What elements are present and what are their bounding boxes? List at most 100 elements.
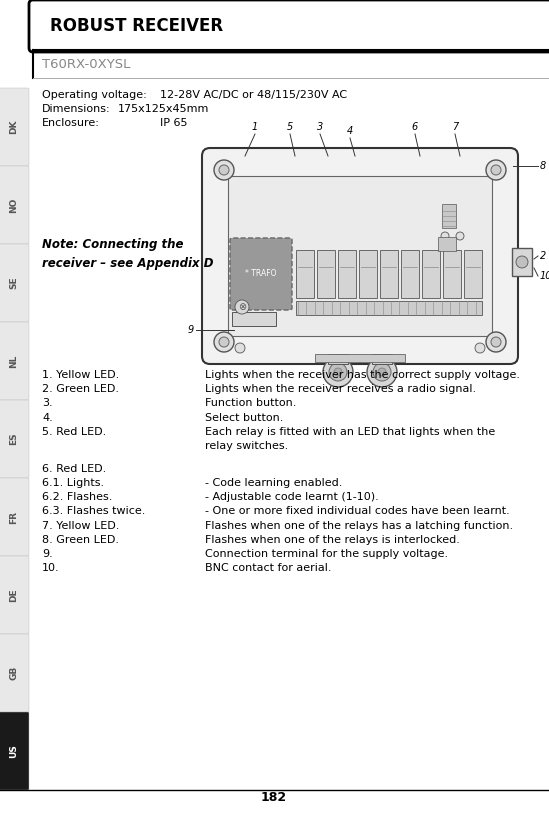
Text: 6.3. Flashes twice.: 6.3. Flashes twice.: [42, 506, 145, 516]
Text: 6: 6: [412, 122, 418, 132]
Text: 4: 4: [347, 126, 353, 136]
Text: - Code learning enabled.: - Code learning enabled.: [205, 478, 343, 488]
Text: 5. Red LED.: 5. Red LED.: [42, 427, 107, 437]
Bar: [338, 250, 356, 298]
Text: * TRAFO: * TRAFO: [245, 269, 277, 278]
Circle shape: [235, 300, 249, 314]
Circle shape: [329, 363, 347, 381]
Circle shape: [214, 332, 234, 352]
Text: 10.: 10.: [42, 563, 60, 573]
Text: Connection terminal for the supply voltage.: Connection terminal for the supply volta…: [205, 549, 448, 559]
Circle shape: [491, 165, 501, 175]
Text: Operating voltage:: Operating voltage:: [42, 90, 147, 100]
Circle shape: [323, 357, 353, 387]
Text: BNC contact for aerial.: BNC contact for aerial.: [205, 563, 332, 573]
FancyBboxPatch shape: [0, 478, 29, 556]
FancyBboxPatch shape: [230, 238, 292, 310]
FancyBboxPatch shape: [0, 88, 29, 166]
Circle shape: [456, 232, 464, 240]
Bar: [438, 237, 456, 251]
Text: Dimensions:: Dimensions:: [42, 104, 111, 114]
Circle shape: [491, 337, 501, 347]
Text: T60RX-0XYSL: T60RX-0XYSL: [42, 57, 130, 70]
FancyBboxPatch shape: [0, 166, 29, 244]
Bar: [464, 250, 482, 298]
Text: ROBUST RECEIVER: ROBUST RECEIVER: [50, 17, 223, 35]
Circle shape: [486, 160, 506, 180]
Bar: [232, 312, 276, 326]
Bar: [328, 354, 348, 364]
Circle shape: [475, 343, 485, 353]
Text: Function button.: Function button.: [205, 398, 296, 408]
Text: - Adjustable code learnt (1-10).: - Adjustable code learnt (1-10).: [205, 492, 379, 502]
Text: NL: NL: [9, 354, 19, 367]
Text: 3: 3: [317, 122, 323, 132]
Text: 6. Red LED.: 6. Red LED.: [42, 464, 107, 474]
Bar: [296, 301, 482, 315]
Bar: [296, 250, 314, 298]
Text: 6.1. Lights.: 6.1. Lights.: [42, 478, 104, 488]
Text: 12-28V AC/DC or 48/115/230V AC: 12-28V AC/DC or 48/115/230V AC: [160, 90, 347, 100]
Circle shape: [235, 343, 245, 353]
Circle shape: [441, 232, 449, 240]
Bar: [442, 204, 456, 228]
Text: IP 65: IP 65: [160, 118, 188, 128]
Text: 5: 5: [287, 122, 293, 132]
FancyBboxPatch shape: [0, 556, 29, 634]
FancyBboxPatch shape: [202, 148, 518, 364]
Text: Note: Connecting the
receiver – see Appendix D: Note: Connecting the receiver – see Appe…: [42, 238, 214, 270]
Text: ES: ES: [9, 433, 19, 445]
Text: - One or more fixed individual codes have been learnt.: - One or more fixed individual codes hav…: [205, 506, 510, 516]
Text: Select button.: Select button.: [205, 412, 283, 423]
Text: 9: 9: [188, 325, 194, 335]
FancyBboxPatch shape: [0, 712, 29, 790]
Text: NO: NO: [9, 197, 19, 213]
Circle shape: [219, 165, 229, 175]
Text: DK: DK: [9, 119, 19, 134]
Circle shape: [334, 368, 342, 376]
FancyBboxPatch shape: [0, 400, 29, 478]
FancyBboxPatch shape: [0, 322, 29, 400]
Text: 2: 2: [540, 251, 546, 261]
Bar: [443, 250, 461, 298]
FancyBboxPatch shape: [0, 244, 29, 322]
Text: 175x125x45mm: 175x125x45mm: [118, 104, 209, 114]
Text: 7: 7: [452, 122, 458, 132]
Text: 182: 182: [261, 791, 287, 804]
Text: Lights when the receiver receives a radio signal.: Lights when the receiver receives a radi…: [205, 384, 476, 394]
Bar: [315, 354, 405, 362]
Text: 1: 1: [252, 122, 258, 132]
Text: relay switches.: relay switches.: [205, 441, 288, 451]
Text: 9.: 9.: [42, 549, 53, 559]
Text: 10: 10: [540, 271, 549, 281]
Circle shape: [486, 332, 506, 352]
Circle shape: [214, 160, 234, 180]
Text: Enclosure:: Enclosure:: [42, 118, 100, 128]
Bar: [228, 176, 492, 336]
Text: 3.: 3.: [42, 398, 53, 408]
FancyBboxPatch shape: [29, 0, 549, 52]
Bar: [401, 250, 419, 298]
Text: 7. Yellow LED.: 7. Yellow LED.: [42, 520, 119, 531]
Text: Lights when the receiver has the correct supply voltage.: Lights when the receiver has the correct…: [205, 370, 520, 380]
Text: Flashes when one of the relays has a latching function.: Flashes when one of the relays has a lat…: [205, 520, 513, 531]
Text: 1. Yellow LED.: 1. Yellow LED.: [42, 370, 119, 380]
Text: FR: FR: [9, 510, 19, 524]
Bar: [359, 250, 377, 298]
Text: US: US: [9, 744, 19, 758]
Circle shape: [373, 363, 391, 381]
Text: GB: GB: [9, 666, 19, 680]
FancyBboxPatch shape: [0, 634, 29, 712]
Bar: [372, 354, 392, 364]
Text: 6.2. Flashes.: 6.2. Flashes.: [42, 492, 113, 502]
Circle shape: [516, 256, 528, 268]
Circle shape: [367, 357, 397, 387]
Circle shape: [219, 337, 229, 347]
Text: 8. Green LED.: 8. Green LED.: [42, 535, 119, 545]
Bar: [512, 248, 532, 276]
Text: ⊗: ⊗: [238, 302, 246, 312]
Text: DE: DE: [9, 588, 19, 602]
Text: 2. Green LED.: 2. Green LED.: [42, 384, 119, 394]
Text: Each relay is fitted with an LED that lights when the: Each relay is fitted with an LED that li…: [205, 427, 495, 437]
Bar: [317, 250, 335, 298]
